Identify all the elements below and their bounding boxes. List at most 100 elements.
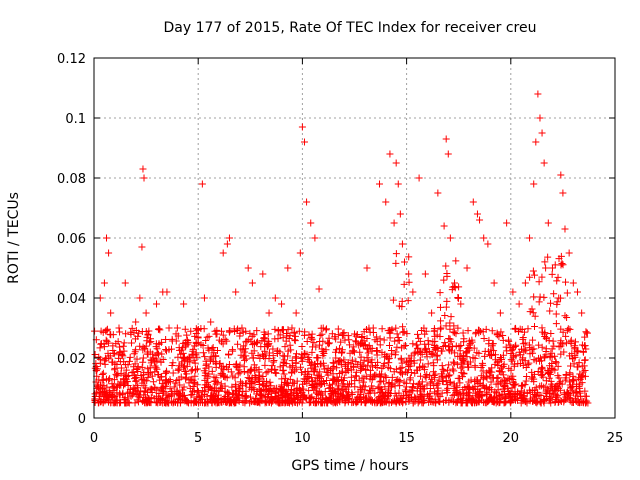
data-point (248, 349, 256, 357)
data-point (442, 373, 450, 381)
data-point (346, 349, 354, 357)
data-point (538, 343, 546, 351)
data-point (202, 336, 210, 344)
data-point (445, 361, 453, 369)
data-point (471, 363, 479, 371)
data-point (537, 371, 545, 379)
data-point (430, 362, 438, 370)
data-point (146, 369, 154, 377)
data-point (487, 378, 495, 386)
data-point (153, 357, 161, 365)
data-point (116, 358, 124, 366)
data-point (241, 345, 249, 353)
data-point (291, 336, 299, 344)
data-point (159, 394, 167, 402)
data-point (348, 391, 356, 399)
data-point (344, 332, 352, 340)
data-point (329, 359, 337, 367)
data-point (382, 198, 390, 206)
data-point (170, 397, 178, 405)
data-point (367, 396, 375, 404)
data-point (459, 386, 467, 394)
y-axis-label: ROTI / TECUs (6, 192, 22, 284)
data-point (401, 341, 409, 349)
data-point (149, 350, 157, 358)
data-point (554, 362, 562, 370)
data-point (100, 279, 108, 287)
data-point (350, 347, 358, 355)
data-point (340, 356, 348, 364)
data-point (139, 354, 147, 362)
data-point (271, 325, 279, 333)
data-point (538, 273, 546, 281)
data-point (424, 392, 432, 400)
data-point (539, 370, 547, 378)
data-point (263, 399, 271, 407)
data-point (166, 385, 174, 393)
data-point (525, 359, 533, 367)
data-point (552, 320, 560, 328)
data-point (557, 252, 565, 260)
data-point (403, 358, 411, 366)
data-point (535, 278, 543, 286)
data-point (509, 378, 517, 386)
data-point (140, 382, 148, 390)
data-point (202, 357, 210, 365)
data-point (311, 376, 319, 384)
data-point (405, 396, 413, 404)
data-point (511, 395, 519, 403)
data-point (561, 225, 569, 233)
data-point (98, 376, 106, 384)
data-point (176, 391, 184, 399)
data-point (500, 360, 508, 368)
data-point (411, 348, 419, 356)
data-point (529, 336, 537, 344)
data-point (422, 344, 430, 352)
data-point (298, 357, 306, 365)
x-tick-label: 0 (90, 431, 98, 446)
data-point (554, 391, 562, 399)
data-point (112, 340, 120, 348)
data-point (515, 328, 523, 336)
data-point (401, 258, 409, 266)
data-point (137, 387, 145, 395)
data-point (400, 342, 408, 350)
data-point (563, 314, 571, 322)
data-point (499, 331, 507, 339)
data-point (569, 377, 577, 385)
data-point (192, 325, 200, 333)
data-point (456, 379, 464, 387)
data-point (518, 345, 526, 353)
data-point (175, 394, 183, 402)
data-point (265, 309, 273, 317)
data-point (433, 381, 441, 389)
data-point (242, 338, 250, 346)
data-point (323, 325, 331, 333)
data-point (529, 267, 537, 275)
data-point (173, 377, 181, 385)
data-point (305, 353, 313, 361)
data-point (318, 399, 326, 407)
data-point (557, 171, 565, 179)
data-point (290, 329, 298, 337)
data-point (353, 331, 361, 339)
data-point (507, 390, 515, 398)
data-point (436, 303, 444, 311)
data-point (190, 356, 198, 364)
data-point (366, 387, 374, 395)
data-point (332, 335, 340, 343)
data-point (536, 293, 544, 301)
data-point (99, 376, 107, 384)
data-point (103, 325, 111, 333)
data-point (576, 387, 584, 395)
data-point (557, 325, 565, 333)
data-point (548, 359, 556, 367)
data-point (457, 300, 465, 308)
data-point (378, 348, 386, 356)
data-point (335, 389, 343, 397)
data-point (279, 393, 287, 401)
data-point (236, 369, 244, 377)
data-point (373, 347, 381, 355)
data-point (193, 393, 201, 401)
data-point (107, 399, 115, 407)
